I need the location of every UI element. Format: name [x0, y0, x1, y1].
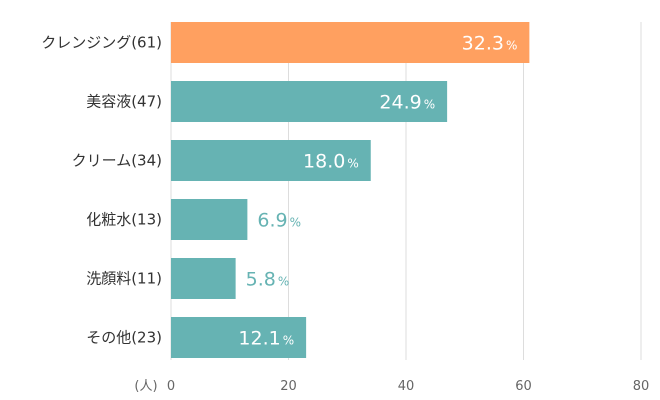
x-tick-label: 40 — [398, 379, 415, 394]
bar — [171, 317, 307, 358]
bar — [171, 258, 236, 299]
bar — [171, 140, 371, 181]
bar — [171, 199, 248, 240]
data-label: 6.9% — [257, 210, 301, 232]
category-label: クレンジング(61) — [41, 34, 162, 52]
bars — [171, 22, 530, 358]
data-label-value: 12.1 — [238, 328, 280, 350]
data-label-percent: % — [283, 334, 294, 348]
data-label-percent: % — [347, 157, 358, 171]
grid-lines — [170, 22, 642, 360]
data-label-percent: % — [278, 275, 289, 289]
category-label: その他(23) — [86, 329, 162, 347]
data-label: 5.8% — [246, 269, 290, 291]
category-label: 美容液(47) — [86, 93, 162, 111]
bar — [171, 22, 530, 63]
category-label: 洗顔料(11) — [86, 270, 162, 288]
data-label: 18.0% — [303, 151, 359, 173]
x-axis-ticks: 0 20 40 60 80 — [167, 379, 649, 394]
category-labels: クレンジング(61) 美容液(47) クリーム(34) 化粧水(13) 洗顔料(11) そ… — [41, 34, 162, 347]
x-axis-unit-label: (人) — [134, 379, 157, 394]
data-label-percent: % — [290, 216, 301, 230]
data-label-value: 5.8 — [246, 269, 276, 291]
data-label: 12.1% — [238, 328, 294, 350]
x-tick-label: 0 — [167, 379, 175, 394]
x-tick-label: 20 — [280, 379, 297, 394]
data-label: 32.3% — [462, 33, 518, 55]
data-label-value: 24.9 — [379, 92, 421, 114]
data-label: 24.9% — [379, 92, 435, 114]
category-label: 化粧水(13) — [86, 211, 162, 229]
category-label: クリーム(34) — [72, 152, 162, 170]
x-tick-label: 60 — [515, 379, 532, 394]
data-label-percent: % — [506, 39, 517, 53]
data-label-percent: % — [424, 98, 435, 112]
bar — [171, 81, 448, 122]
data-label-value: 18.0 — [303, 151, 345, 173]
data-label-value: 6.9 — [257, 210, 287, 232]
data-label-value: 32.3 — [462, 33, 504, 55]
data-labels: 32.3 %24.9 %18.0 %6.9 %5.8 %12.1% — [238, 33, 517, 350]
x-tick-label: 80 — [633, 379, 650, 394]
